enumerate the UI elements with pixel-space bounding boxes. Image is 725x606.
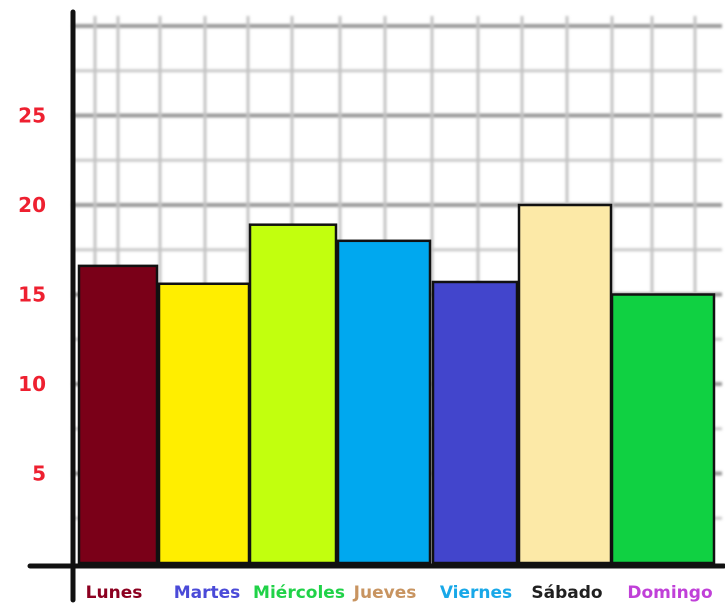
- bar-lunes: [77, 264, 159, 565]
- y-tick-labels: 5 10 15 20 25: [18, 104, 46, 486]
- bar-martes: [157, 282, 251, 565]
- bar-viernes: [431, 280, 519, 565]
- x-tick-label: Viernes: [440, 583, 512, 603]
- y-tick-label: 25: [18, 104, 46, 128]
- y-tick-label: 5: [32, 462, 46, 486]
- axes: [27, 9, 725, 603]
- x-tick-label: Martes: [174, 583, 241, 603]
- x-tick-label: Jueves: [353, 583, 417, 603]
- y-tick-label: 10: [18, 372, 46, 396]
- x-tick-label: Miércoles: [253, 583, 345, 603]
- y-tick-label: 15: [18, 283, 46, 307]
- x-tick-label: Lunes: [86, 583, 143, 603]
- x-tick-label: Sábado: [531, 583, 602, 603]
- bar-miercoles: [248, 223, 338, 565]
- bar-sabado: [517, 203, 613, 565]
- bar-jueves: [336, 239, 432, 565]
- y-tick-label: 20: [18, 193, 46, 217]
- bar-domingo: [610, 293, 716, 565]
- bars: [77, 203, 716, 565]
- x-tick-labels: Lunes Martes Miércoles Jueves Viernes Sábado D…: [86, 583, 713, 603]
- x-tick-label: Domingo: [627, 583, 712, 603]
